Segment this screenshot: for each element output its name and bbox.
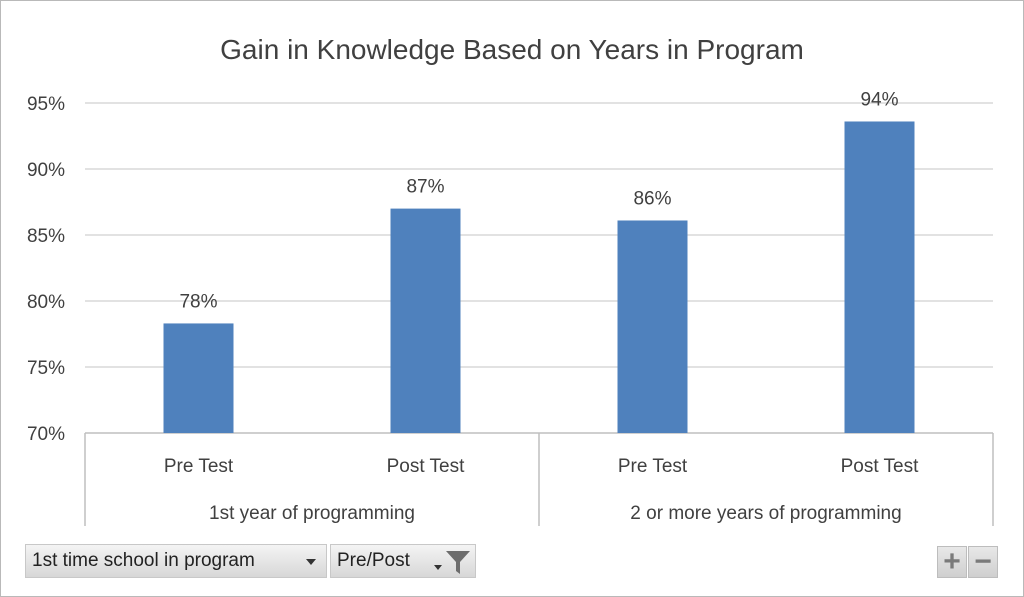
labels: 70% 75% 80% 85% 90% 95% 78% Pre Test 87% Post Tes… bbox=[27, 89, 919, 524]
bar bbox=[390, 208, 461, 433]
filter-field-prepost-label: Pre/Post bbox=[337, 550, 410, 571]
bar bbox=[163, 323, 234, 433]
filter-field-prepost-button[interactable]: Pre/Post bbox=[330, 544, 476, 578]
x-category-label: Post Test bbox=[841, 456, 920, 477]
gridlines bbox=[85, 102, 993, 368]
zoom-in-button[interactable]: + bbox=[937, 546, 967, 578]
bar bbox=[617, 220, 688, 433]
filter-funnel-icon bbox=[446, 551, 470, 574]
bar-chart: Gain in Knowledge Based on Years in Prog… bbox=[27, 34, 994, 526]
x-category-label: Pre Test bbox=[618, 456, 688, 477]
bars bbox=[163, 121, 915, 433]
y-tick-label: 85% bbox=[27, 226, 65, 247]
dropdown-arrow-icon bbox=[306, 559, 316, 565]
axes bbox=[84, 432, 994, 526]
chart-title: Gain in Knowledge Based on Years in Prog… bbox=[220, 34, 804, 65]
y-tick-label: 75% bbox=[27, 358, 65, 379]
y-tick-label: 70% bbox=[27, 424, 65, 445]
x-category-label: Pre Test bbox=[164, 456, 234, 477]
data-label: 86% bbox=[633, 188, 671, 209]
x-group-label: 2 or more years of programming bbox=[630, 503, 901, 524]
x-category-label: Post Test bbox=[387, 456, 466, 477]
y-tick-label: 90% bbox=[27, 160, 65, 181]
data-label: 87% bbox=[406, 177, 444, 198]
dropdown-arrow-icon bbox=[434, 565, 442, 570]
filter-field-years-button[interactable]: 1st time school in program bbox=[25, 544, 327, 578]
zoom-out-button[interactable]: − bbox=[968, 546, 998, 578]
y-tick-label: 95% bbox=[27, 94, 65, 115]
x-group-label: 1st year of programming bbox=[209, 503, 415, 524]
filter-field-years-label: 1st time school in program bbox=[32, 550, 255, 571]
data-label: 78% bbox=[179, 291, 217, 312]
bar bbox=[844, 121, 915, 433]
y-tick-label: 80% bbox=[27, 292, 65, 313]
data-label: 94% bbox=[860, 89, 898, 110]
